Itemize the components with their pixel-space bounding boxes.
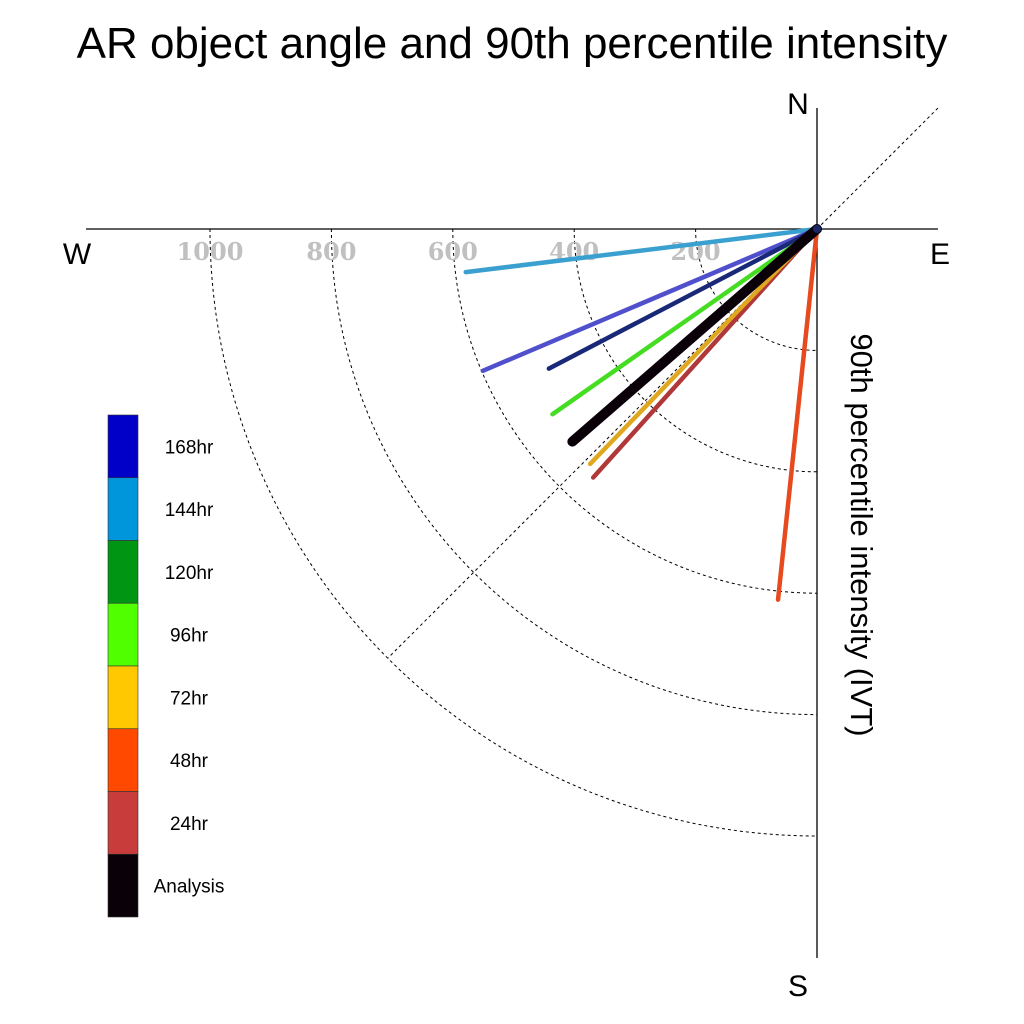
series-line-48hr bbox=[775, 226, 820, 602]
series-line-144hr bbox=[463, 226, 820, 275]
legend-swatch-48hr bbox=[107, 728, 139, 792]
diagonal-ne-guide bbox=[816, 105, 941, 230]
compass-south: S bbox=[788, 970, 808, 1003]
legend-label-96hr: 96hr bbox=[170, 626, 209, 647]
legend-swatch-144hr bbox=[107, 477, 139, 541]
legend-swatch-120hr bbox=[107, 540, 139, 604]
legend-label-48hr: 48hr bbox=[170, 751, 209, 772]
legend: 168hr 144hr 120hr 96hr 72hr 48hr 24hr Analysis bbox=[107, 414, 225, 918]
legend-swatch-168hr bbox=[107, 414, 139, 479]
grid-arc-4 bbox=[330, 228, 818, 716]
grid-arc-3 bbox=[452, 228, 818, 594]
legend-label-120hr: 120hr bbox=[165, 563, 214, 584]
grid-arc-2 bbox=[573, 228, 818, 473]
radial-tick-label-5: 1000 bbox=[177, 237, 244, 266]
legend-swatch-96hr bbox=[107, 602, 139, 667]
origin-point bbox=[813, 225, 821, 233]
series-line-96hr bbox=[550, 226, 820, 417]
chart-title: AR object angle and 90th percentile inte… bbox=[77, 19, 948, 68]
legend-label-144hr: 144hr bbox=[165, 500, 214, 521]
y-axis-label: 90th percentile intensity (IVT) bbox=[844, 333, 879, 736]
diagonal-sw-guide bbox=[387, 228, 818, 659]
radial-grid bbox=[209, 228, 818, 837]
legend-label-24hr: 24hr bbox=[170, 814, 209, 835]
legend-swatch-analysis bbox=[107, 853, 139, 918]
legend-label-analysis: Analysis bbox=[154, 877, 225, 898]
grid-arc-1 bbox=[695, 228, 818, 351]
radial-tick-label-4: 800 bbox=[306, 237, 356, 266]
compass-west: W bbox=[63, 238, 92, 271]
series-line-analysis bbox=[567, 224, 822, 447]
legend-swatch-72hr bbox=[107, 665, 139, 730]
legend-label-72hr: 72hr bbox=[170, 688, 209, 709]
radial-tick-label-3: 600 bbox=[428, 237, 478, 266]
legend-label-168hr: 168hr bbox=[165, 437, 214, 458]
series-lines bbox=[463, 224, 822, 602]
series-line-168hr bbox=[480, 226, 820, 374]
series-line-120hr bbox=[546, 226, 820, 371]
compass-east: E bbox=[930, 238, 950, 271]
legend-swatch-24hr bbox=[107, 791, 139, 855]
compass-north: N bbox=[787, 88, 809, 121]
